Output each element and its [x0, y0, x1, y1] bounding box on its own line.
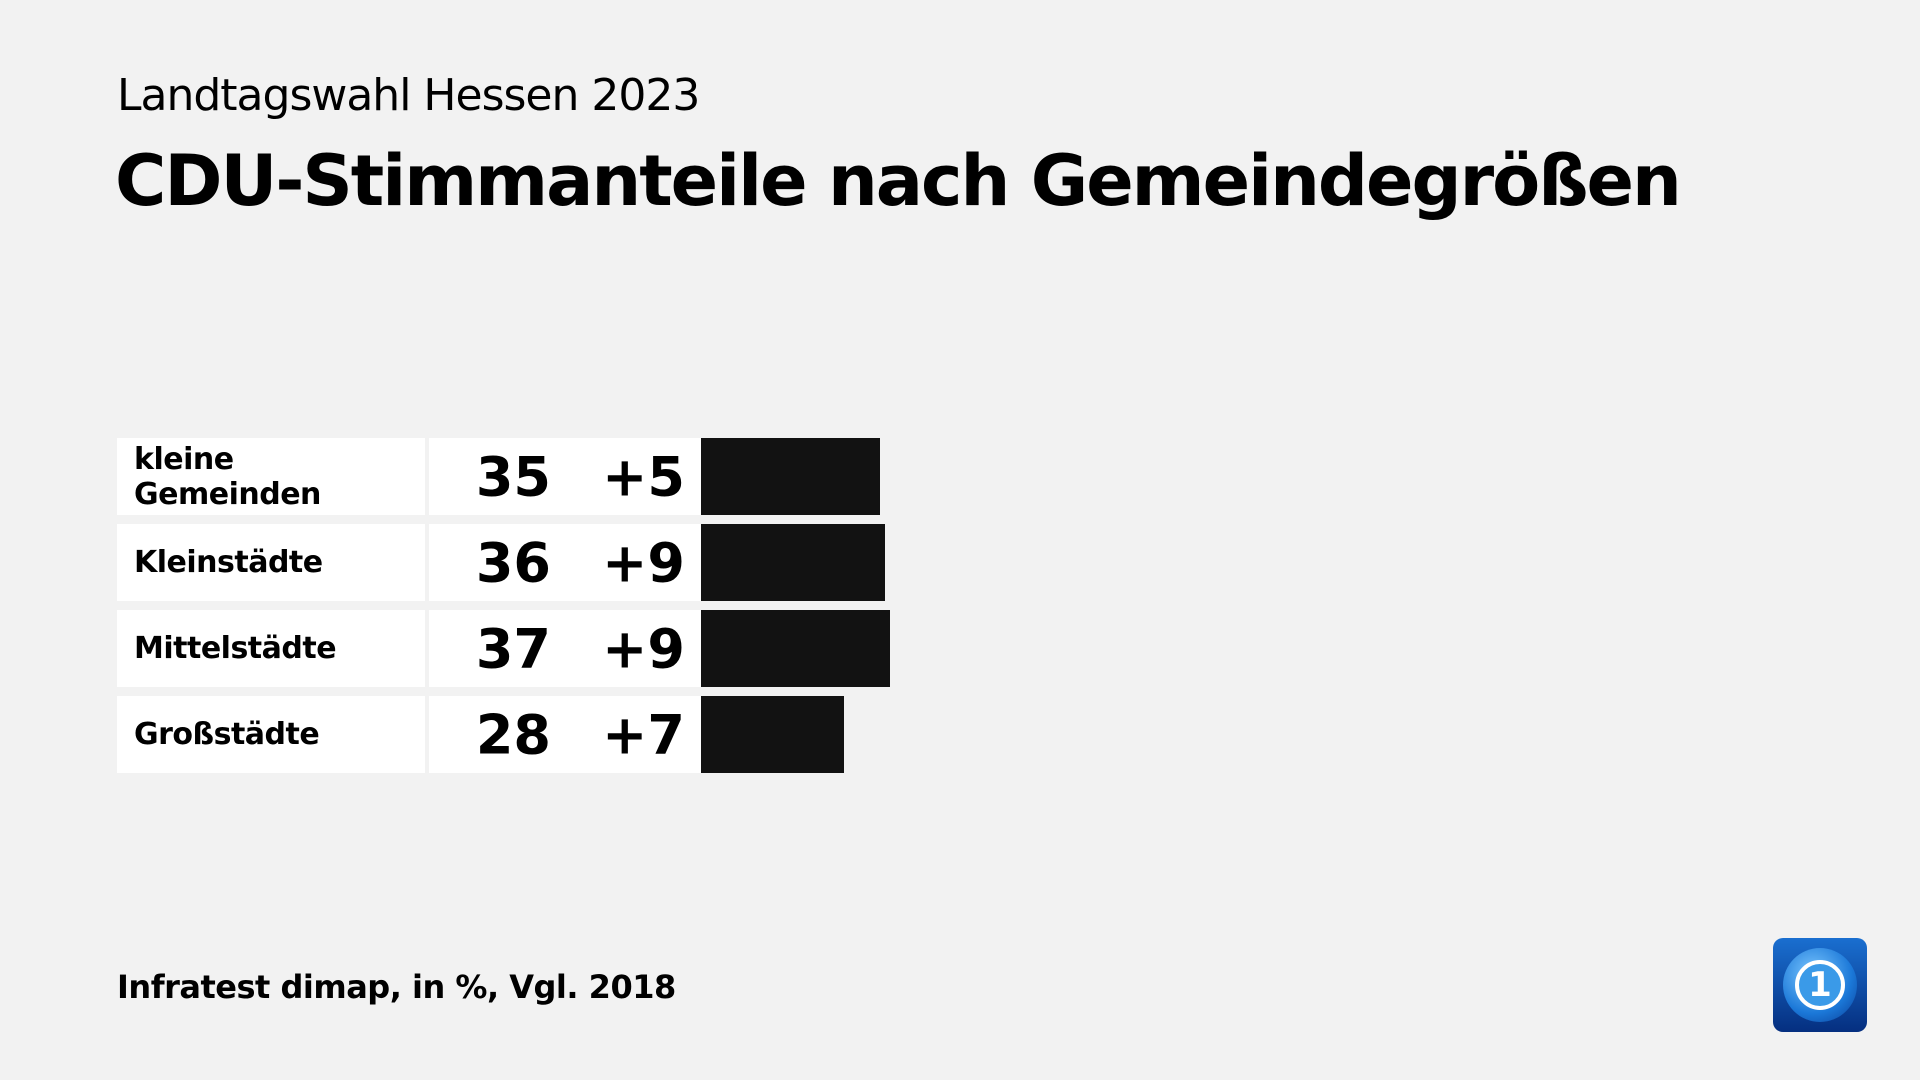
change-label: +9	[602, 617, 685, 680]
value-cell: 37 +9	[429, 610, 701, 687]
change-label: +7	[602, 703, 685, 766]
bar-row: Kleinstädte 36 +9	[117, 524, 885, 601]
value-label: 36	[475, 531, 551, 594]
tagesschau-logo-icon: 1	[1773, 938, 1867, 1032]
change-label: +9	[602, 531, 685, 594]
value-cell: 35 +5	[429, 438, 701, 515]
logo-number: 1	[1795, 960, 1845, 1010]
value-label: 35	[475, 445, 551, 508]
bar-row: kleine Gemeinden 35 +5	[117, 438, 880, 515]
value-label: 28	[475, 703, 551, 766]
category-label: kleine Gemeinden	[117, 438, 425, 515]
bar	[701, 524, 885, 601]
change-label: +5	[602, 445, 685, 508]
bar	[701, 696, 844, 773]
category-label: Großstädte	[117, 696, 425, 773]
category-label: Mittelstädte	[117, 610, 425, 687]
bar	[701, 610, 890, 687]
chart-subtitle: Landtagswahl Hessen 2023	[117, 70, 700, 121]
bar-row: Mittelstädte 37 +9	[117, 610, 890, 687]
value-cell: 28 +7	[429, 696, 701, 773]
category-label: Kleinstädte	[117, 524, 425, 601]
chart-title: CDU-Stimmanteile nach Gemeindegrößen	[115, 140, 1682, 222]
source-note: Infratest dimap, in %, Vgl. 2018	[117, 968, 676, 1006]
value-label: 37	[475, 617, 551, 680]
value-cell: 36 +9	[429, 524, 701, 601]
bar-row: Großstädte 28 +7	[117, 696, 844, 773]
bar	[701, 438, 880, 515]
